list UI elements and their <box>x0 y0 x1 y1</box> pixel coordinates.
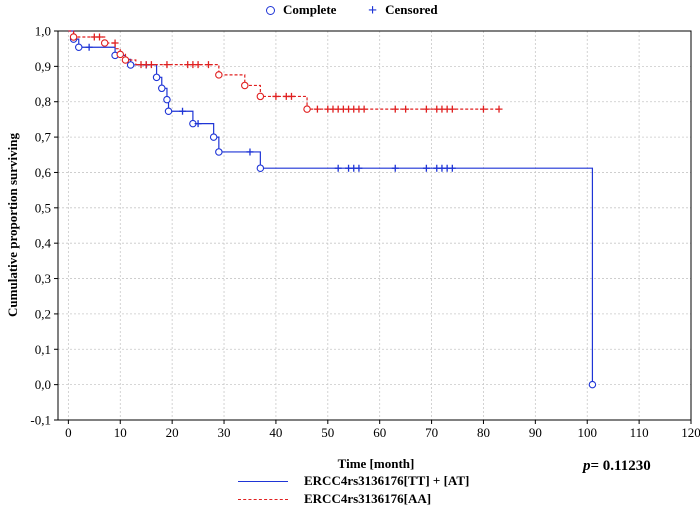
x-tick-label: 60 <box>373 425 386 440</box>
y-tick-label: 0,9 <box>35 59 51 74</box>
censored-marker <box>246 148 254 156</box>
x-tick-label: 0 <box>65 425 72 440</box>
legend-series-2-label: ERCC4rs3136176[AA] <box>304 491 432 506</box>
censored-marker <box>194 61 202 69</box>
complete-marker <box>158 84 166 93</box>
p-value: p= 0.11230 <box>583 458 651 475</box>
y-tick-label: 0,5 <box>35 200 51 215</box>
series-layer <box>68 30 597 389</box>
censored-marker <box>360 105 368 113</box>
censored-marker <box>96 33 104 41</box>
series-2-line-icon <box>238 498 288 500</box>
complete-marker <box>256 92 265 101</box>
p-value-text: = 0.11230 <box>590 458 651 474</box>
censored-marker <box>355 164 363 172</box>
complete-marker <box>215 148 223 156</box>
x-tick-label: 100 <box>577 425 597 440</box>
series-legend: ERCC4rs3136176[TT] + [AT] ERCC4rs3136176… <box>238 472 469 508</box>
censored-marker <box>479 105 487 113</box>
x-tick-label: 20 <box>166 425 179 440</box>
y-tick-label: 0,3 <box>35 271 51 286</box>
legend-series-1: ERCC4rs3136176[TT] + [AT] <box>238 472 469 490</box>
y-axis-label: Cumulative proportion surviving <box>5 133 20 317</box>
legend-censored: + Censored <box>368 2 438 18</box>
censored-marker <box>85 43 93 51</box>
censored-marker <box>147 61 155 69</box>
x-tick-label: 50 <box>321 425 334 440</box>
plot-frame <box>57 30 692 421</box>
x-tick-label: 10 <box>114 425 127 440</box>
legend-complete: Complete <box>266 2 336 18</box>
censored-marker <box>163 61 171 69</box>
x-tick-label: 40 <box>269 425 282 440</box>
y-tick-label: 0,1 <box>35 342 51 357</box>
complete-marker <box>215 71 223 79</box>
x-tick-label: 110 <box>630 425 649 440</box>
x-tick-label: 30 <box>218 425 231 440</box>
complete-marker <box>116 50 125 59</box>
complete-marker <box>303 105 311 113</box>
axis-ticks: -0,1 0,0 0,1 0,2 0,3 0,4 0,5 0,6 0,7 0,8 0,9 1,0 0 10… <box>30 24 700 441</box>
censored-marker <box>194 120 202 128</box>
legend-series-1-label: ERCC4rs3136176[TT] + [AT] <box>304 473 470 488</box>
censored-marker <box>448 105 456 113</box>
x-tick-label: 80 <box>477 425 490 440</box>
censored-marker <box>272 92 280 100</box>
complete-marker <box>75 43 83 52</box>
complete-marker <box>69 33 78 41</box>
legend-series-2: ERCC4rs3136176[AA] <box>238 490 469 508</box>
censored-marker <box>313 105 321 113</box>
censored-marker <box>391 105 399 113</box>
y-tick-label: -0,1 <box>30 413 51 428</box>
censored-marker <box>111 39 119 47</box>
censored-marker <box>391 164 399 172</box>
series-1 <box>68 30 597 389</box>
complete-marker <box>241 81 249 90</box>
censored-marker <box>448 164 456 172</box>
censored-marker <box>402 105 410 113</box>
complete-marker <box>164 107 173 116</box>
complete-marker <box>588 380 597 389</box>
y-tick-label: 0,7 <box>35 130 52 145</box>
censored-marker <box>422 105 430 113</box>
y-tick-label: 0,2 <box>35 306 51 321</box>
censored-marker <box>287 92 295 100</box>
x-tick-label: 90 <box>529 425 542 440</box>
censored-marker <box>334 164 342 172</box>
complete-marker-icon <box>266 5 275 15</box>
top-legend: Complete + Censored <box>0 0 700 20</box>
x-tick-label: 120 <box>681 425 700 440</box>
y-tick-label: 1,0 <box>35 24 51 39</box>
complete-marker <box>126 61 135 69</box>
grid-lines <box>58 30 692 421</box>
series-2-step-line <box>68 30 500 110</box>
censored-marker-icon: + <box>368 1 378 19</box>
p-value-symbol: p <box>583 458 591 474</box>
series-1-line-icon <box>238 480 288 482</box>
censored-marker <box>179 107 187 115</box>
complete-marker <box>121 56 130 64</box>
y-tick-label: 0,4 <box>35 236 52 251</box>
legend-complete-label: Complete <box>283 2 337 17</box>
censored-marker <box>422 164 430 172</box>
series-2 <box>68 30 503 113</box>
complete-marker <box>256 164 265 172</box>
y-tick-label: 0,0 <box>35 377 51 392</box>
censored-marker <box>495 105 503 113</box>
x-tick-label: 70 <box>425 425 438 440</box>
censored-marker <box>204 61 212 69</box>
y-tick-label: 0,8 <box>35 94 51 109</box>
y-tick-label: 0,6 <box>35 165 52 180</box>
complete-marker <box>209 133 218 141</box>
x-axis-label: Time [month] <box>338 456 415 471</box>
legend-censored-label: Censored <box>385 2 438 17</box>
complete-marker <box>163 95 171 104</box>
complete-marker <box>100 39 109 47</box>
complete-marker <box>152 73 161 82</box>
